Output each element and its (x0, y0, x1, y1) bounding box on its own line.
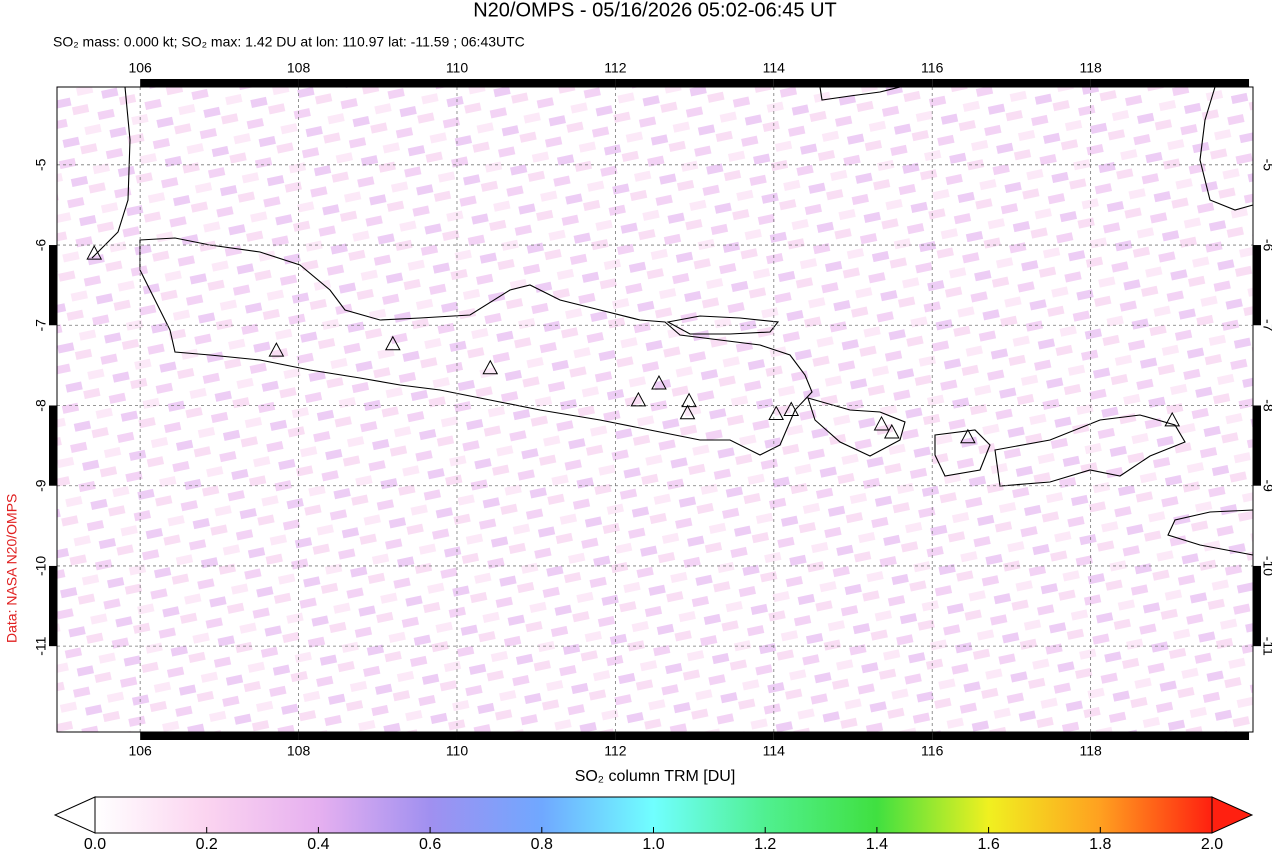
colorbar-tick-label: 0.0 (84, 836, 106, 853)
credit: Data: NASA N20/OMPS (4, 494, 20, 643)
frame-bar (49, 565, 57, 647)
colorbar-tick-label: 1.2 (754, 836, 776, 853)
colorbar-tick-label: 0.8 (531, 836, 553, 853)
volcano-marker (883, 423, 900, 439)
coast-lombok (934, 429, 991, 477)
frame-bar (298, 79, 457, 87)
volcano-marker (873, 415, 890, 431)
frame-bar (932, 79, 1091, 87)
frame-bar (456, 732, 616, 740)
frame-bar (615, 732, 774, 740)
frame-bar (773, 732, 933, 740)
colorbar-tick-label: 2.0 (1201, 836, 1223, 853)
colorbar-tick-label: 0.4 (307, 836, 329, 853)
frame-bar (615, 79, 774, 87)
volcano-marker (783, 401, 800, 416)
colorbar-tick-label: 0.6 (419, 836, 441, 853)
colorbar-tick-label: 1.6 (977, 836, 999, 853)
colorbar: 0.0 0.2 0.4 0.6 0.8 1.0 1.2 1.4 1.6 1.8 2.0 (53, 796, 1254, 853)
coast-java (139, 237, 813, 456)
grid (57, 87, 1253, 732)
frame-bar (932, 732, 1091, 740)
frame-bar (1253, 565, 1261, 647)
colorbar-tick-label: 1.8 (1089, 836, 1111, 853)
x-tick-label: 106 (128, 743, 152, 759)
volcano-marker (482, 359, 499, 375)
y-tick-label: -8 (33, 399, 49, 412)
y-tick-label: -6 (1260, 239, 1272, 252)
x-tick-label: 114 (763, 743, 786, 759)
colorbar-label: SO₂ column TRM [DU] (575, 768, 736, 785)
x-tick-label: 116 (921, 743, 944, 759)
volcanoes (86, 245, 1181, 444)
coast-sumatra (91, 86, 131, 259)
frame-bar (773, 79, 933, 87)
y-tick-label: -9 (1260, 479, 1272, 492)
frame-bar (49, 245, 57, 326)
x-tick-label: 112 (604, 60, 627, 76)
title: N20/OMPS - 05/16/2026 05:02-06:45 UT (473, 0, 837, 21)
volcano-marker (960, 428, 976, 444)
colorbar-tick-label: 1.0 (642, 836, 664, 853)
y-tick-label: -5 (1260, 159, 1272, 172)
colorbar-tick-label: 1.4 (866, 836, 888, 853)
frame-bar (456, 79, 616, 87)
colorbar-arrow-high (1211, 796, 1254, 834)
x-tick-label: 114 (763, 60, 786, 76)
x-tick-label: 116 (921, 60, 944, 76)
x-tick-label: 106 (128, 60, 152, 76)
coast-sumba (1167, 509, 1254, 556)
colorbar-tick-label: 0.2 (196, 836, 218, 853)
y-tick-label: -7 (33, 319, 49, 332)
axes: 106 106 108 108 110 110 112 112 114 114 116 116 118 1… (33, 60, 1272, 759)
subtitle: SO₂ mass: 0.000 kt; SO₂ max: 1.42 DU at … (53, 34, 525, 50)
volcano-marker (86, 245, 103, 260)
volcano-marker (630, 391, 647, 407)
y-tick-label: -10 (1260, 556, 1272, 576)
y-tick-label: -7 (1260, 319, 1272, 332)
y-tick-label: -10 (33, 556, 49, 576)
coast-sumbawa (994, 414, 1186, 487)
x-tick-label: 118 (1079, 60, 1102, 76)
frame-bar (1090, 79, 1250, 87)
frame-bar (1090, 732, 1250, 740)
y-tick-label: -5 (33, 158, 49, 171)
volcano-marker (651, 374, 667, 390)
x-tick-label: 118 (1079, 743, 1102, 759)
y-tick-label: -11 (1260, 637, 1272, 656)
volcano-marker (681, 392, 697, 408)
volcano-marker (1164, 411, 1181, 427)
volcano-marker (384, 335, 401, 351)
y-tick-label: -6 (33, 239, 49, 252)
frame-bar (49, 405, 57, 486)
x-tick-label: 108 (287, 60, 311, 76)
x-tick-label: 110 (446, 60, 469, 76)
frame-bar (298, 732, 457, 740)
volcano-marker (679, 404, 696, 420)
volcano-marker (268, 342, 285, 357)
y-tick-label: -11 (33, 636, 49, 655)
x-tick-label: 112 (604, 743, 627, 759)
coast-borneo (819, 86, 901, 101)
frame-bar (140, 79, 299, 87)
y-tick-label: -8 (1260, 399, 1272, 412)
frame-bar (1253, 245, 1261, 326)
y-tick-label: -9 (33, 479, 49, 492)
x-tick-label: 108 (287, 743, 311, 759)
volcano-marker (768, 405, 785, 421)
frame-bar (1253, 405, 1261, 486)
frame-bar (140, 732, 299, 740)
colorbar-arrow-low (53, 796, 96, 834)
coast-bali (807, 397, 906, 457)
coast-sulawesi (1199, 86, 1254, 211)
so2-texture (57, 87, 1253, 732)
x-tick-label: 110 (446, 743, 469, 759)
